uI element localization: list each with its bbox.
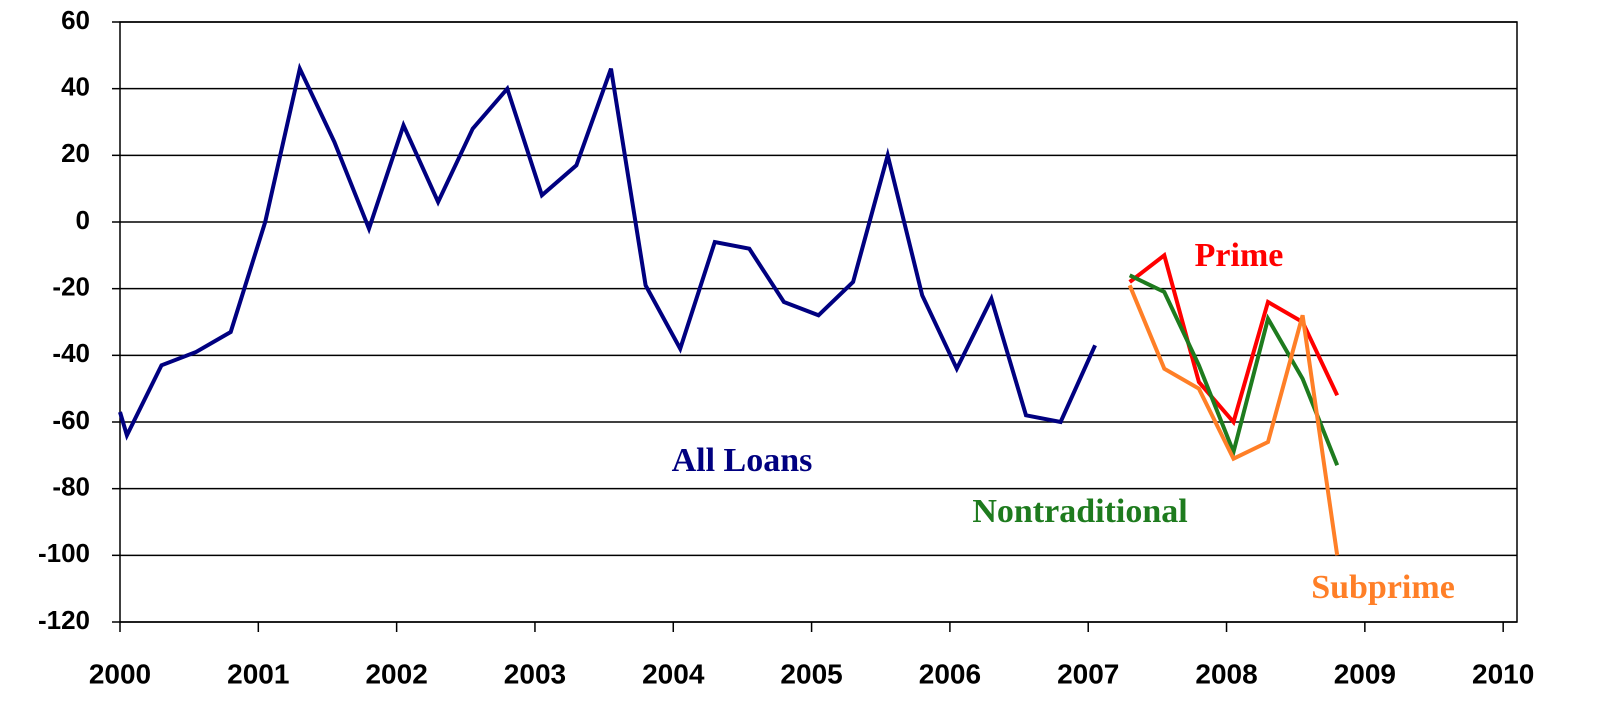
x-tick-label: 2006 bbox=[919, 658, 981, 689]
plot-frame bbox=[119, 21, 1518, 623]
x-tick-label: 2009 bbox=[1334, 658, 1396, 689]
x-tick-label: 2001 bbox=[227, 658, 289, 689]
series-label: All Loans bbox=[672, 442, 813, 479]
series-label: Nontraditional bbox=[972, 493, 1187, 530]
series-line bbox=[118, 62, 1097, 441]
y-tick-label: -120 bbox=[38, 605, 90, 635]
x-tick-label: 2003 bbox=[504, 658, 566, 689]
y-tick-label: -60 bbox=[52, 405, 90, 435]
y-tick-label: 20 bbox=[61, 138, 90, 168]
x-tick-label: 2008 bbox=[1195, 658, 1257, 689]
series-label: Subprime bbox=[1311, 569, 1455, 606]
y-tick-label: -40 bbox=[52, 338, 90, 368]
series-label: Prime bbox=[1195, 237, 1284, 274]
x-tick-label: 2002 bbox=[365, 658, 427, 689]
y-tick-label: -100 bbox=[38, 538, 90, 568]
series-line bbox=[1127, 284, 1340, 556]
x-tick-label: 2004 bbox=[642, 658, 705, 689]
x-tick-label: 2005 bbox=[780, 658, 842, 689]
y-tick-label: -20 bbox=[52, 272, 90, 302]
x-tick-label: 2010 bbox=[1472, 658, 1534, 689]
x-tick-label: 2000 bbox=[89, 658, 151, 689]
x-tick-label: 2007 bbox=[1057, 658, 1119, 689]
y-tick-label: 40 bbox=[61, 72, 90, 102]
y-tick-label: -80 bbox=[52, 472, 90, 502]
y-tick-label: 60 bbox=[61, 5, 90, 35]
series-line bbox=[1128, 273, 1340, 467]
y-tick-label: 0 bbox=[76, 205, 90, 235]
